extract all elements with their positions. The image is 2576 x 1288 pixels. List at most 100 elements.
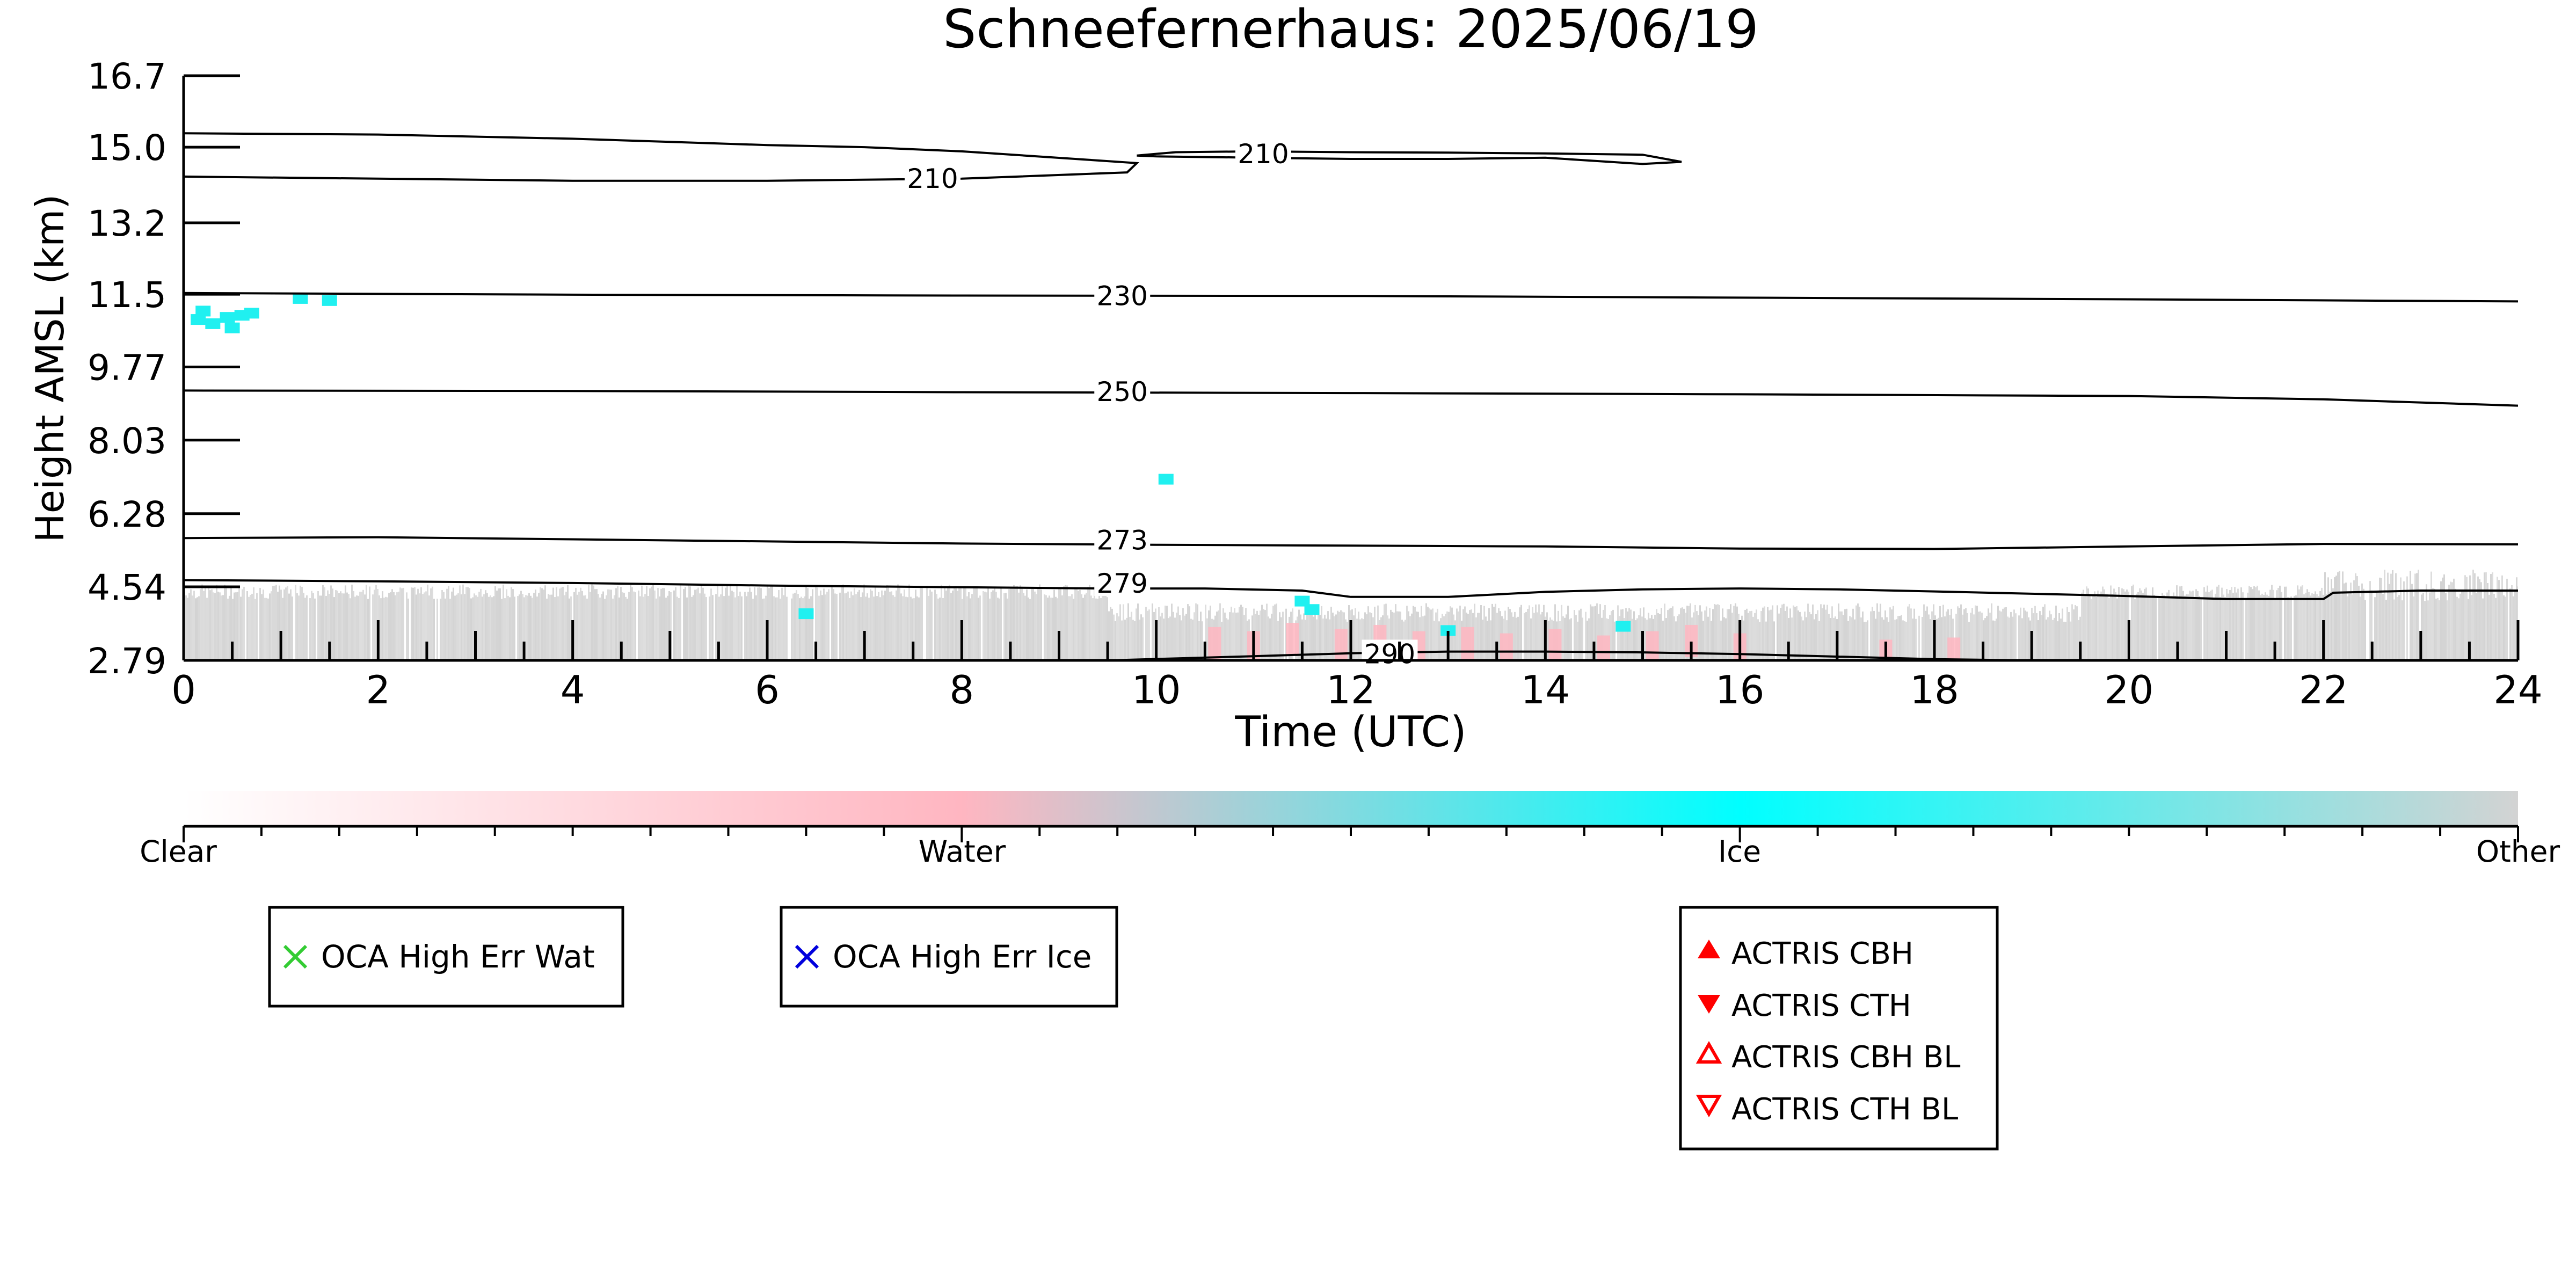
other-column — [2458, 598, 2459, 660]
other-column — [1105, 591, 1107, 660]
other-column — [491, 597, 493, 660]
ice-class-layer — [191, 293, 1631, 636]
other-column — [385, 596, 387, 660]
other-column — [2414, 573, 2416, 660]
other-column — [503, 584, 504, 660]
other-column — [1491, 603, 1493, 660]
other-column — [1756, 609, 1757, 660]
other-column — [498, 588, 499, 660]
other-column — [2516, 577, 2517, 660]
other-column — [1063, 586, 1065, 660]
other-column — [2471, 595, 2472, 660]
other-column — [1567, 606, 1569, 660]
other-column — [454, 595, 456, 660]
other-column — [457, 593, 459, 660]
other-column — [941, 585, 942, 660]
other-column — [1612, 609, 1614, 660]
other-column — [2289, 598, 2290, 660]
other-column — [221, 595, 222, 660]
other-column — [1187, 604, 1189, 660]
other-column — [1140, 614, 1142, 660]
other-column — [762, 599, 763, 660]
other-column — [2173, 592, 2174, 660]
other-column — [1812, 604, 1814, 660]
other-column — [2234, 587, 2236, 660]
water-patch — [1597, 635, 1611, 660]
contour-label-bg — [1094, 526, 1151, 553]
other-column — [2015, 613, 2017, 660]
other-column — [2060, 618, 2062, 660]
other-column — [301, 586, 303, 660]
other-column — [1827, 605, 1828, 660]
other-column — [2260, 595, 2261, 660]
other-column — [269, 593, 271, 660]
other-column — [475, 595, 477, 660]
other-column — [594, 589, 596, 660]
other-column — [1003, 593, 1005, 660]
other-column — [1040, 589, 1042, 660]
other-column — [2121, 588, 2123, 660]
other-column — [1889, 607, 1891, 660]
other-column — [1222, 608, 1224, 660]
other-column — [2295, 595, 2297, 660]
other-column — [2142, 593, 2144, 660]
other-column — [478, 592, 480, 660]
other-column — [618, 597, 620, 660]
other-column — [1306, 603, 1308, 660]
other-column — [425, 591, 427, 660]
other-column — [1546, 612, 1548, 660]
other-column — [1854, 619, 1855, 660]
other-column — [263, 590, 264, 660]
other-column — [414, 587, 416, 660]
other-column — [2306, 589, 2308, 660]
other-column — [966, 596, 968, 660]
other-column — [416, 594, 417, 660]
other-column — [1725, 618, 1727, 660]
other-column — [2402, 600, 2403, 660]
other-column — [2203, 587, 2205, 660]
other-column — [2258, 590, 2260, 660]
other-column — [538, 593, 540, 660]
other-column — [1190, 618, 1192, 660]
other-column — [1194, 612, 1195, 660]
other-column — [1580, 608, 1582, 660]
other-column — [991, 592, 992, 660]
other-column — [217, 592, 219, 660]
other-column — [1946, 612, 1947, 660]
other-column — [2347, 596, 2348, 660]
other-column — [1050, 598, 1052, 660]
other-column — [1235, 613, 1237, 660]
other-column — [1957, 606, 1959, 660]
other-column — [1722, 608, 1723, 660]
other-column — [1195, 603, 1197, 660]
other-column — [773, 596, 775, 660]
colorbar-label-clear: Clear — [140, 834, 217, 869]
other-column — [635, 592, 636, 660]
other-column — [1632, 618, 1633, 660]
other-column — [2036, 613, 2037, 660]
legend-actris-cbh-label: ACTRIS CBH — [1731, 936, 1913, 971]
other-column — [1369, 612, 1371, 660]
other-column — [2207, 585, 2208, 660]
other-column — [2466, 577, 2468, 660]
other-column — [862, 592, 863, 660]
other-column — [697, 587, 699, 660]
other-column — [2089, 594, 2091, 660]
other-column — [2211, 590, 2213, 660]
other-column — [1728, 609, 1730, 660]
other-column — [456, 594, 457, 660]
other-column — [1748, 613, 1749, 660]
x-tick-label: 20 — [2105, 667, 2154, 712]
other-column — [1305, 620, 1306, 660]
other-column — [448, 586, 449, 660]
other-column — [1965, 608, 1967, 660]
other-column — [2068, 612, 2070, 660]
other-column — [857, 592, 858, 660]
other-column — [586, 598, 588, 660]
other-column — [512, 589, 514, 660]
other-column — [2100, 591, 2102, 660]
other-column — [496, 590, 498, 660]
other-column — [705, 597, 707, 660]
other-column — [2046, 619, 2047, 660]
other-column — [749, 587, 751, 660]
